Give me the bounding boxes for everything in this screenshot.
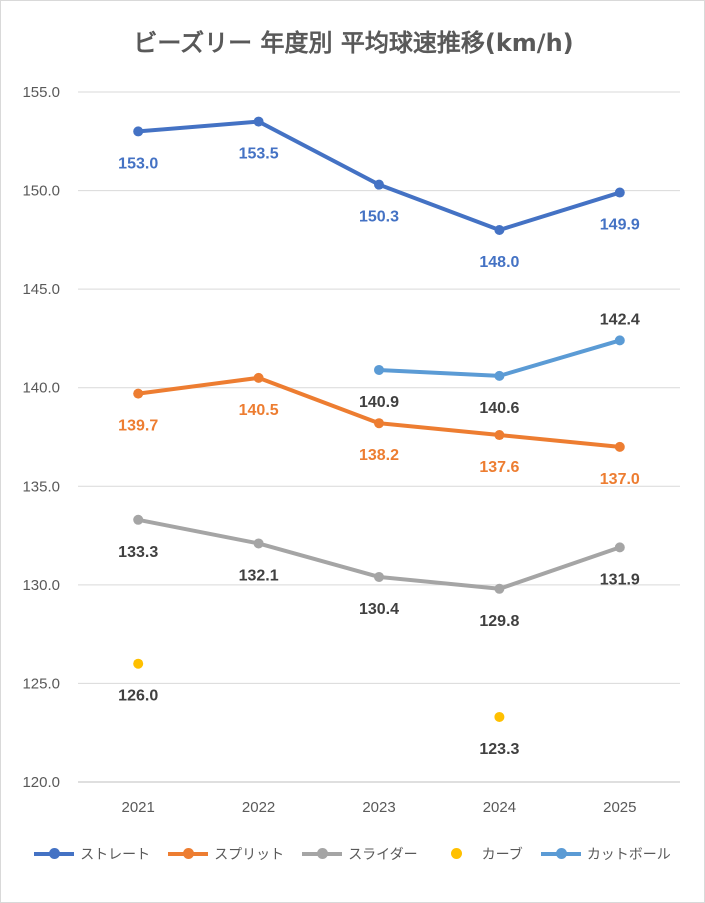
series-2-point (253, 538, 264, 549)
legend-marker (555, 848, 567, 859)
y-tick-label: 130.0 (22, 577, 60, 594)
data-label: 131.9 (600, 571, 640, 588)
data-label: 137.6 (479, 459, 519, 476)
legend-item: スプリット (168, 844, 284, 864)
series-0-point (494, 225, 505, 235)
x-tick-label: 2021 (122, 799, 155, 816)
x-tick-label: 2024 (483, 799, 516, 816)
data-label: 150.3 (359, 209, 399, 226)
y-tick-label: 125.0 (22, 675, 60, 692)
data-label: 137.0 (600, 471, 640, 488)
y-tick-label: 135.0 (22, 478, 60, 495)
data-label: 149.9 (600, 217, 640, 234)
data-label: 126.0 (118, 688, 158, 705)
series-3-point (133, 658, 144, 669)
legend-swatch (168, 848, 209, 860)
x-tick-label: 2025 (603, 799, 636, 816)
legend-label: スライダー (348, 847, 418, 863)
series-4-line (377, 338, 622, 378)
series-2-point (614, 542, 625, 553)
series-4-point (614, 335, 625, 346)
y-tick-label: 140.0 (22, 380, 60, 397)
series-4-point (374, 364, 384, 375)
legend-label: カーブ (481, 847, 523, 863)
legend-marker (450, 848, 462, 859)
data-label: 140.9 (359, 394, 399, 411)
legend-item: スライダー (302, 844, 418, 864)
legend-swatch (436, 848, 476, 860)
legend-item: ストレート (34, 844, 150, 864)
legend-swatch (302, 848, 343, 860)
data-label: 129.8 (479, 613, 519, 630)
series-0-point (614, 187, 625, 198)
x-tick-label: 2022 (242, 799, 275, 816)
x-tick-label: 2023 (362, 799, 395, 816)
legend-item: カットボール (540, 844, 671, 864)
y-tick-label: 155.0 (22, 84, 60, 101)
data-label: 148.0 (479, 254, 519, 271)
legend-marker (183, 848, 195, 859)
series-3-point (494, 711, 505, 722)
legend-label: スプリット (214, 847, 285, 863)
data-label: 153.5 (239, 146, 279, 163)
legend-label: カットボール (586, 847, 671, 863)
series-1-point (494, 430, 505, 441)
data-label: 132.1 (239, 567, 279, 584)
legend-item: カーブ (436, 844, 523, 864)
data-label: 139.7 (118, 418, 158, 435)
legend-swatch (540, 848, 581, 860)
series-1-point (253, 372, 264, 383)
series-0-point (374, 179, 384, 190)
data-label: 140.5 (239, 402, 279, 419)
data-label: 142.4 (600, 311, 640, 328)
series-2-point (133, 514, 144, 525)
y-tick-label: 145.0 (22, 281, 60, 298)
y-tick-label: 150.0 (22, 183, 60, 200)
series-2-point (494, 583, 505, 594)
data-label: 153.0 (118, 155, 158, 172)
legend-marker (317, 848, 329, 859)
series-0-point (253, 116, 264, 127)
legend-label: ストレート (80, 847, 151, 863)
data-label: 133.3 (118, 544, 158, 561)
data-label: 140.6 (479, 400, 519, 417)
y-tick-label: 120.0 (22, 774, 60, 791)
series-1-point (614, 441, 625, 452)
series-1-point (374, 418, 384, 429)
series-2-point (374, 571, 384, 582)
chart-title: ビーズリー 年度別 平均球速推移(km/h) (133, 29, 574, 57)
series-0-point (133, 126, 144, 137)
series-1-point (133, 388, 144, 399)
legend: ストレート スプリット スライダー カーブ カットボール (0, 842, 705, 866)
series-4-point (494, 370, 505, 381)
data-label: 123.3 (479, 741, 519, 758)
data-label: 130.4 (359, 601, 399, 618)
legend-marker (49, 848, 61, 859)
legend-swatch (34, 848, 75, 860)
data-label: 138.2 (359, 447, 399, 464)
